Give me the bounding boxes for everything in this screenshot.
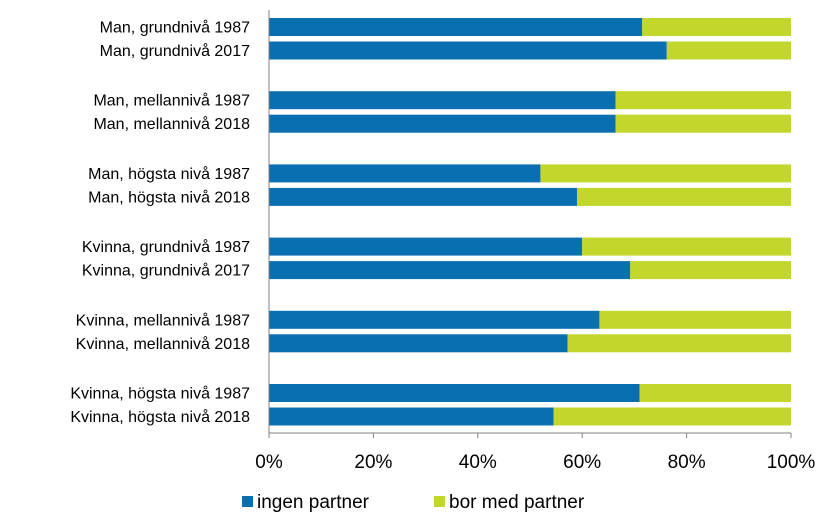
bar-segment-bor-med-partner-5 xyxy=(540,164,791,183)
legend-swatch-bor-med-partner xyxy=(434,496,445,507)
x-tick-label: 60% xyxy=(563,452,601,473)
bar-segment-ingen-partner-10 xyxy=(269,334,568,353)
x-tick-label: 40% xyxy=(459,452,497,473)
bar-segment-ingen-partner-2 xyxy=(269,41,667,60)
bar-segment-ingen-partner-1 xyxy=(269,18,643,36)
bar-segment-bor-med-partner-1 xyxy=(642,18,791,36)
legend-label-ingen-partner: ingen partner xyxy=(257,492,370,512)
category-label: Man, grundnivå 1987 xyxy=(100,19,250,37)
bar-segment-bor-med-partner-12 xyxy=(553,407,791,426)
legend: ingen partner bor med partner xyxy=(242,492,585,512)
x-tick-label: 0% xyxy=(255,452,283,473)
bar-segment-ingen-partner-3 xyxy=(269,91,616,110)
bar-segment-bor-med-partner-7 xyxy=(582,237,791,256)
bar-segment-ingen-partner-11 xyxy=(269,384,640,402)
x-tick-labels: 0% 20% 40% 60% 80% 100% xyxy=(255,452,815,473)
bar-segment-bor-med-partner-3 xyxy=(615,91,791,110)
bar-segment-bor-med-partner-11 xyxy=(639,384,791,402)
x-tick-label: 80% xyxy=(668,452,706,473)
x-tick-label: 100% xyxy=(767,452,816,473)
category-label: Kvinna, högsta nivå 1987 xyxy=(70,385,250,403)
bar-segment-ingen-partner-4 xyxy=(269,114,616,133)
bar-segment-ingen-partner-9 xyxy=(269,310,600,329)
bar-segment-bor-med-partner-8 xyxy=(630,261,791,280)
category-label: Kvinna, grundnivå 1987 xyxy=(82,238,250,256)
category-label: Kvinna, grundnivå 2017 xyxy=(82,262,250,280)
category-label: Man, grundnivå 2017 xyxy=(100,42,250,60)
bar-segment-ingen-partner-12 xyxy=(269,407,554,426)
legend-swatch-ingen-partner xyxy=(242,496,253,507)
legend-label-bor-med-partner: bor med partner xyxy=(449,492,585,512)
category-labels: Man, grundnivå 1987 Man, grundnivå 2017 Ma… xyxy=(70,19,250,427)
bar-segment-ingen-partner-5 xyxy=(269,164,541,183)
bar-segment-bor-med-partner-6 xyxy=(576,187,791,206)
bar-segment-bor-med-partner-9 xyxy=(599,310,791,329)
category-label: Man, högsta nivå 1987 xyxy=(88,165,250,183)
bar-segment-bor-med-partner-10 xyxy=(567,334,791,353)
category-label: Kvinna, högsta nivå 2018 xyxy=(70,408,250,426)
bar-segment-ingen-partner-7 xyxy=(269,237,583,256)
bar-segment-ingen-partner-6 xyxy=(269,187,577,206)
category-label: Man, högsta nivå 2018 xyxy=(88,188,250,206)
bars-group xyxy=(269,18,791,426)
category-label: Man, mellannivå 2018 xyxy=(93,115,250,133)
category-label: Man, mellannivå 1987 xyxy=(93,92,250,110)
category-label: Kvinna, mellannivå 2018 xyxy=(76,335,250,353)
bar-segment-bor-med-partner-2 xyxy=(666,41,791,60)
bar-segment-bor-med-partner-4 xyxy=(615,114,791,133)
x-tick-label: 20% xyxy=(354,452,392,473)
x-tick-marks xyxy=(268,433,792,438)
category-label: Kvinna, mellannivå 1987 xyxy=(76,311,250,329)
bar-segment-ingen-partner-8 xyxy=(269,261,631,280)
